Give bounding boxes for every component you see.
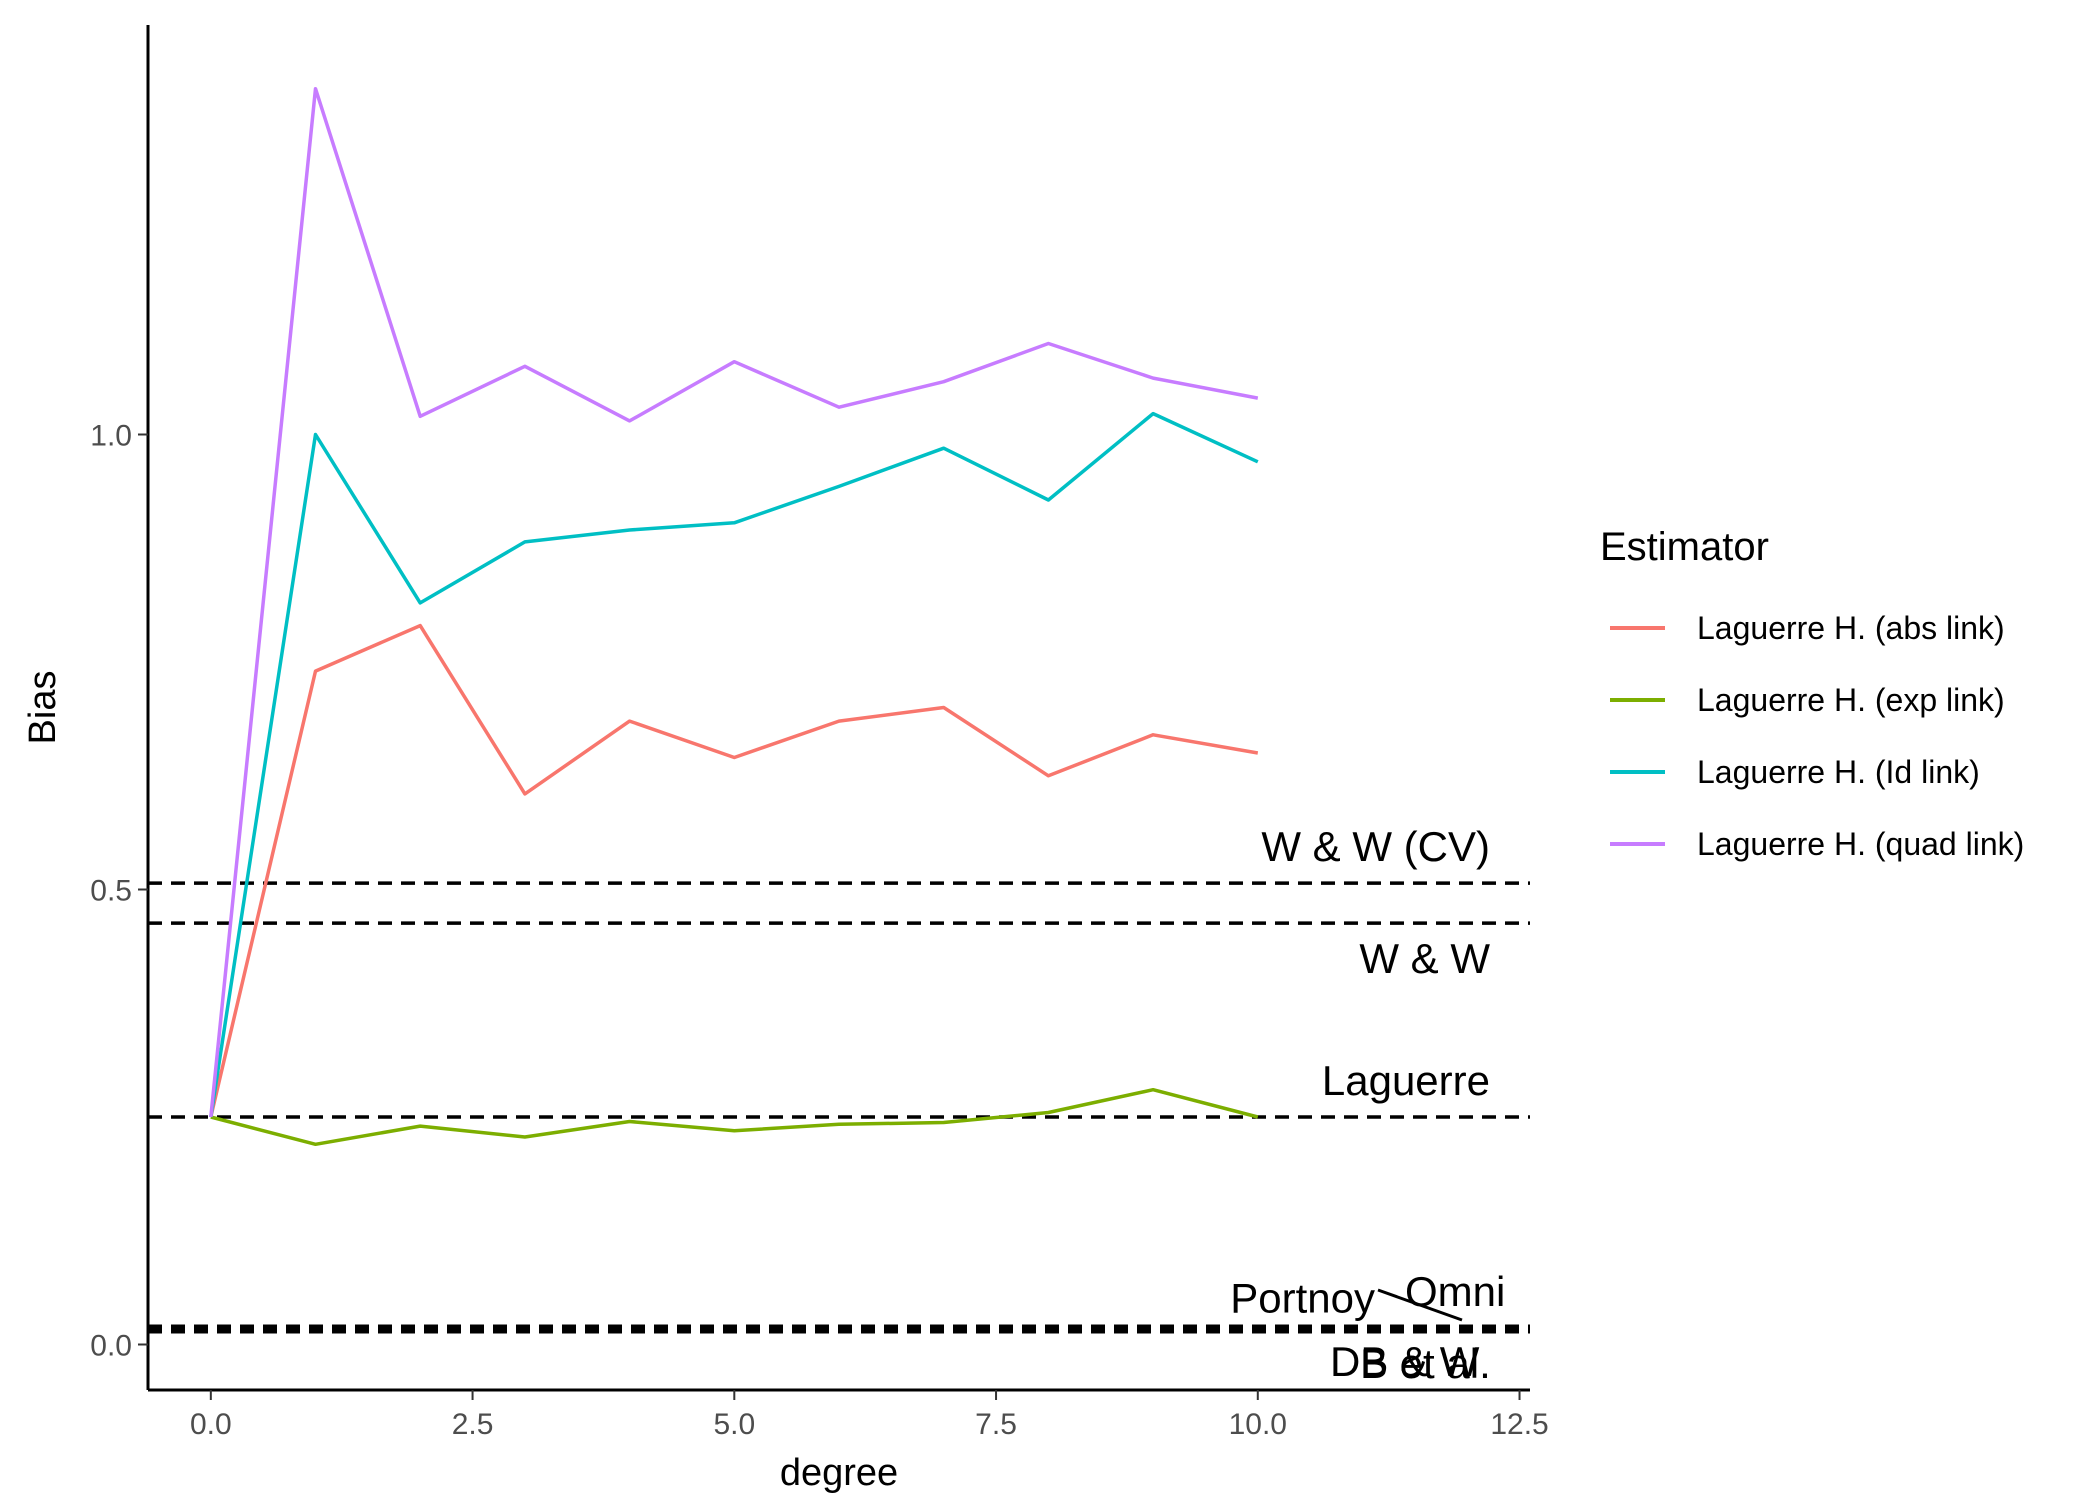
y-axis-title: Bias bbox=[22, 671, 64, 745]
x-tick-label: 0.0 bbox=[190, 1408, 232, 1441]
reference-label: Laguerre bbox=[1322, 1057, 1490, 1104]
x-tick-label: 12.5 bbox=[1490, 1408, 1548, 1441]
series-lines bbox=[209, 86, 1259, 1147]
reference-label: B et al. bbox=[1360, 1340, 1491, 1387]
legend-title: Estimator bbox=[1600, 525, 1769, 569]
legend-label: Laguerre H. (exp link) bbox=[1697, 682, 2005, 718]
y-tick-label: 0.5 bbox=[90, 875, 132, 908]
series-line bbox=[209, 411, 1259, 1118]
x-axis-ticks: 0.0 2.5 5.0 7.5 10.0 12.5 bbox=[190, 1390, 1549, 1441]
legend-label: Laguerre H. (quad link) bbox=[1697, 826, 2024, 862]
reference-label: Omni bbox=[1405, 1268, 1505, 1315]
y-tick-label: 0.0 bbox=[90, 1330, 132, 1363]
axes: 0.0 2.5 5.0 7.5 10.0 12.5 0.0 0.5 1.0 degree Bi… bbox=[22, 25, 1549, 1494]
x-tick-label: 10.0 bbox=[1229, 1408, 1287, 1441]
x-tick-label: 2.5 bbox=[452, 1408, 494, 1441]
legend: Estimator Laguerre H. (abs link)Laguerre… bbox=[1600, 525, 2024, 862]
series-line bbox=[209, 86, 1259, 1118]
x-tick-label: 7.5 bbox=[975, 1408, 1017, 1441]
legend-label: Laguerre H. (Id link) bbox=[1697, 754, 1980, 790]
x-axis-title: degree bbox=[780, 1452, 898, 1494]
y-axis-ticks: 0.0 0.5 1.0 bbox=[90, 420, 148, 1363]
reference-labels: W & W (CV) W & W Laguerre Portnoy Omni DB & W… bbox=[1230, 823, 1505, 1387]
series-line bbox=[210, 1087, 1259, 1147]
y-tick-label: 1.0 bbox=[90, 420, 132, 453]
label-connector bbox=[1377, 1288, 1463, 1322]
legend-items: Laguerre H. (abs link) Laguerre H. (exp l… bbox=[1610, 610, 2024, 862]
reference-label: DB & W bbox=[1330, 1338, 1480, 1385]
reference-label: W & W (CV) bbox=[1261, 823, 1490, 870]
x-tick-label: 5.0 bbox=[713, 1408, 755, 1441]
legend-label: Laguerre H. (abs link) bbox=[1697, 610, 2005, 646]
reference-label: W & W bbox=[1359, 935, 1490, 982]
reference-label: Portnoy bbox=[1230, 1274, 1375, 1321]
series-line bbox=[209, 623, 1259, 1118]
reference-lines bbox=[148, 881, 1530, 1334]
